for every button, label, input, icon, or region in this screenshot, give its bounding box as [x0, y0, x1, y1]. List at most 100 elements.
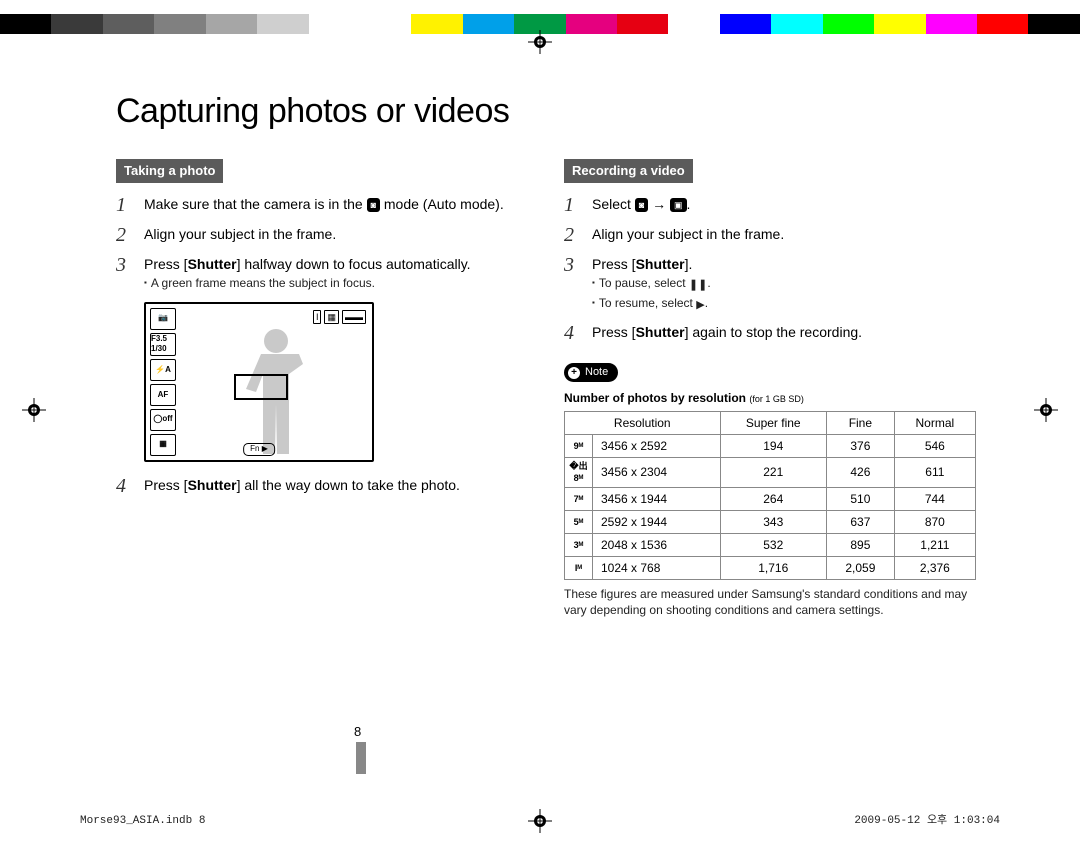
step-sub: To resume, select ▶. [592, 295, 976, 313]
step-number: 2 [564, 225, 582, 245]
step-body: Align your subject in the frame. [144, 225, 528, 245]
step-number: 4 [564, 323, 582, 343]
playback-icon: ❚❚ [689, 279, 707, 291]
cell: 611 [894, 458, 975, 487]
video-icon: ▣ [670, 198, 687, 212]
cell: 1,716 [720, 557, 827, 580]
resolution-value: 2592 x 1944 [593, 510, 721, 533]
lcd-top-icons: I▦▬▬ [313, 310, 366, 324]
step: 2 Align your subject in the frame. [564, 225, 976, 245]
cell: 744 [894, 487, 975, 510]
step-number: 3 [564, 255, 582, 314]
camera-icon: ◙ [367, 198, 380, 212]
step-number: 1 [116, 195, 134, 215]
resolution-value: 1024 x 768 [593, 557, 721, 580]
table-header: Normal [894, 411, 975, 434]
step: 2 Align your subject in the frame. [116, 225, 528, 245]
registration-mark [1034, 398, 1058, 422]
resolution-icon: 9ᴹ [565, 435, 593, 458]
cell: 637 [827, 510, 895, 533]
lcd-side-icon: ⚡A [150, 359, 176, 381]
cell: 895 [827, 533, 895, 556]
page-title: Capturing photos or videos [116, 92, 976, 131]
resolution-icon: 7ᴹ [565, 487, 593, 510]
table-row: 9ᴹ3456 x 2592194376546 [565, 435, 976, 458]
lcd-side-icon: ◯off [150, 409, 176, 431]
table-header: Resolution [565, 411, 721, 434]
footer-timestamp: 2009-05-12 오후 1:03:04 [854, 811, 1000, 827]
cell: 194 [720, 435, 827, 458]
table-row: 7ᴹ3456 x 1944264510744 [565, 487, 976, 510]
cell: 221 [720, 458, 827, 487]
playback-icon: ▶ [696, 299, 704, 311]
cell: 376 [827, 435, 895, 458]
section-heading-left: Taking a photo [116, 159, 223, 183]
table-header: Fine [827, 411, 895, 434]
step-body: Press [Shutter].To pause, select ❚❚.To r… [592, 255, 976, 314]
cell: 510 [827, 487, 895, 510]
cell: 532 [720, 533, 827, 556]
note-title: Number of photos by resolution (for 1 GB… [564, 388, 976, 407]
table-header: Super fine [720, 411, 827, 434]
step-number: 4 [116, 476, 134, 496]
step-number: 1 [564, 195, 582, 215]
table-row: 5ᴹ2592 x 1944343637870 [565, 510, 976, 533]
resolution-table: ResolutionSuper fineFineNormal 9ᴹ3456 x … [564, 411, 976, 580]
page-content: Capturing photos or videos Taking a phot… [116, 92, 976, 619]
step-body: Press [Shutter] halfway down to focus au… [144, 255, 528, 292]
table-row: �出8ᴹ3456 x 2304221426611 [565, 458, 976, 487]
resolution-icon: Iᴹ [565, 557, 593, 580]
step-body: Press [Shutter] all the way down to take… [144, 476, 528, 496]
step: 4 Press [Shutter] all the way down to tak… [116, 476, 528, 496]
left-column: Taking a photo 1 Make sure that the camer… [116, 159, 528, 619]
cell: 546 [894, 435, 975, 458]
step-body: Press [Shutter] again to stop the record… [592, 323, 976, 343]
cell: 343 [720, 510, 827, 533]
cell: 264 [720, 487, 827, 510]
cell: 2,059 [827, 557, 895, 580]
section-heading-right: Recording a video [564, 159, 693, 183]
step-body: Make sure that the camera is in the ◙ mo… [144, 195, 528, 215]
footer-file-info: Morse93_ASIA.indb 8 [80, 815, 205, 827]
registration-mark [528, 30, 552, 54]
resolution-icon: 5ᴹ [565, 510, 593, 533]
step-sub: To pause, select ❚❚. [592, 275, 976, 293]
step: 3Press [Shutter].To pause, select ❚❚.To … [564, 255, 976, 314]
step-number: 3 [116, 255, 134, 292]
table-footnote: These figures are measured under Samsung… [564, 586, 976, 618]
right-column: Recording a video 1 Select ◙ → ▣. 2 Align y… [564, 159, 976, 619]
table-row: 3ᴹ2048 x 15365328951,211 [565, 533, 976, 556]
step-sub: A green frame means the subject in focus… [144, 275, 528, 291]
resolution-icon: 3ᴹ [565, 533, 593, 556]
step: 1 Make sure that the camera is in the ◙ m… [116, 195, 528, 215]
cell: 870 [894, 510, 975, 533]
camera-icon: ◙ [635, 198, 648, 212]
lcd-illustration: 📷 F3.5 1/30⚡A AF ◯off ▦ I▦▬▬ Fn ▶ [144, 302, 374, 462]
lcd-side-icon: F3.5 1/30 [150, 333, 176, 357]
resolution-icon: �出8ᴹ [565, 458, 593, 487]
cell: 426 [827, 458, 895, 487]
lcd-side-icon: AF [150, 384, 176, 406]
cell: 2,376 [894, 557, 975, 580]
table-row: Iᴹ1024 x 7681,7162,0592,376 [565, 557, 976, 580]
page-number: 8 [354, 724, 361, 739]
lcd-side-icon: 📷 [150, 308, 176, 330]
lcd-side-icon: ▦ [150, 434, 176, 456]
step: 3 Press [Shutter] halfway down to focus a… [116, 255, 528, 292]
step-body: Align your subject in the frame. [592, 225, 976, 245]
step: 1 Select ◙ → ▣. [564, 195, 976, 215]
lcd-bottom-label: Fn ▶ [243, 443, 275, 456]
step-body: Select ◙ → ▣. [592, 195, 976, 215]
resolution-value: 2048 x 1536 [593, 533, 721, 556]
page-thumb-tab [356, 742, 366, 774]
resolution-value: 3456 x 1944 [593, 487, 721, 510]
resolution-value: 3456 x 2592 [593, 435, 721, 458]
focus-frame [234, 374, 288, 400]
note-badge: +Note [564, 363, 618, 382]
registration-mark [528, 809, 552, 833]
resolution-value: 3456 x 2304 [593, 458, 721, 487]
plus-icon: + [568, 367, 580, 379]
step-number: 2 [116, 225, 134, 245]
cell: 1,211 [894, 533, 975, 556]
step: 4 Press [Shutter] again to stop the recor… [564, 323, 976, 343]
